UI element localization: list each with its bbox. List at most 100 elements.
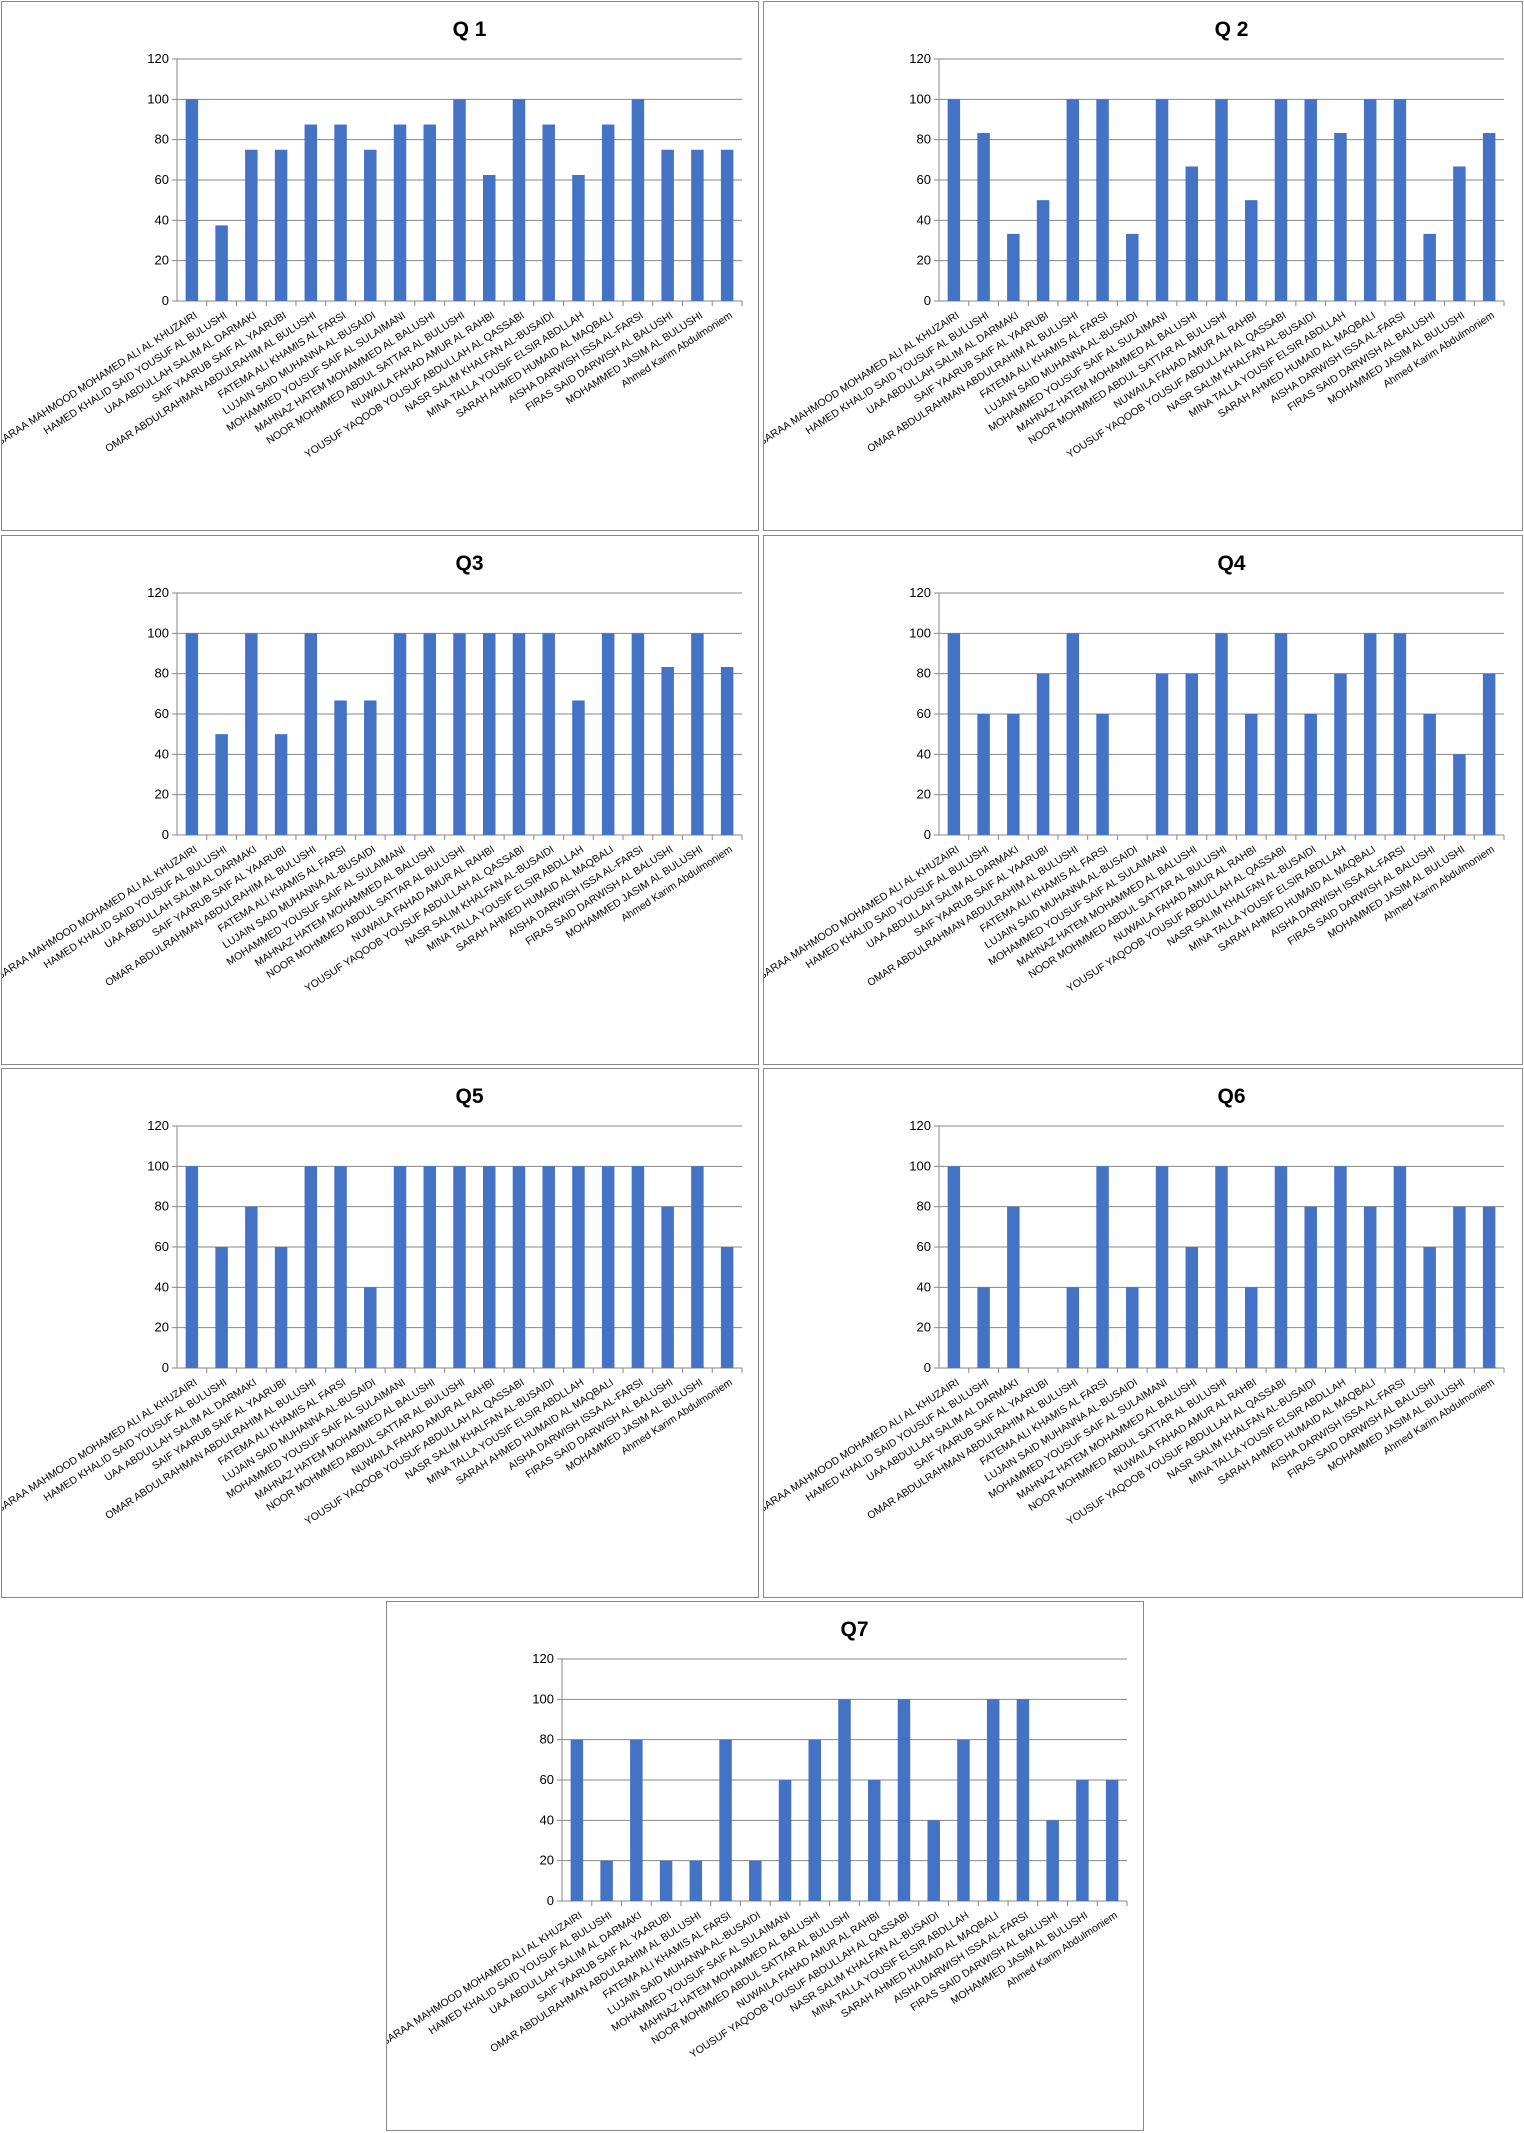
bar xyxy=(691,1166,704,1368)
bar xyxy=(1304,714,1317,835)
bar xyxy=(423,1166,437,1368)
bar xyxy=(1304,99,1317,301)
y-tick-label: 20 xyxy=(917,253,931,268)
bar xyxy=(453,1166,466,1368)
bar xyxy=(1126,1287,1139,1368)
y-tick-label: 60 xyxy=(917,172,931,187)
bar xyxy=(1304,1206,1317,1368)
bar xyxy=(986,1699,1000,1901)
x-category-label: BARAA MAHMOOD MOHAMED ALI AL KHUZAIRI xyxy=(2,309,200,448)
y-tick-label: 100 xyxy=(147,625,169,640)
bar xyxy=(1393,99,1407,301)
bar xyxy=(1185,673,1199,835)
bar xyxy=(482,1166,496,1368)
chart-panel-q2: Q 2 0 20 40 60 80 100 120 BARAA MAHMOOD MOHAMED … xyxy=(763,1,1523,531)
bar xyxy=(661,149,674,301)
bar xyxy=(542,124,555,302)
bar xyxy=(867,1780,881,1901)
y-tick-label: 100 xyxy=(532,1691,554,1706)
bar xyxy=(453,633,466,835)
y-tick-label: 80 xyxy=(155,666,169,681)
y-tick-label: 100 xyxy=(909,625,931,640)
bar xyxy=(600,1860,613,1901)
bar xyxy=(1274,633,1288,835)
bar xyxy=(808,1739,822,1901)
bar xyxy=(393,1166,407,1368)
chart-panel-q3: Q3 0 20 40 60 80 100 120 BARAA MAHMOOD MOHAMED A… xyxy=(1,535,759,1065)
y-tick-label: 60 xyxy=(917,1239,931,1254)
chart-title: Q 2 xyxy=(1215,18,1249,41)
y-tick-label: 80 xyxy=(540,1732,554,1747)
bar xyxy=(1126,233,1139,301)
bar xyxy=(630,1739,643,1901)
bar xyxy=(720,1247,734,1368)
chart-title: Q7 xyxy=(840,1618,868,1641)
bar xyxy=(1363,1206,1377,1368)
bar xyxy=(1105,1780,1119,1901)
chart-panel-q5: Q5 0 20 40 60 80 100 120 BARAA MAHMOOD MOHAMED A… xyxy=(1,1068,759,1598)
bar xyxy=(778,1780,792,1901)
bar xyxy=(1007,714,1020,835)
y-tick-label: 60 xyxy=(155,1239,169,1254)
bar xyxy=(512,1166,526,1368)
bar xyxy=(1215,633,1228,835)
chart-title: Q4 xyxy=(1217,552,1245,575)
y-tick-label: 0 xyxy=(162,827,169,842)
bar xyxy=(1215,1166,1228,1368)
bar xyxy=(245,1206,258,1368)
bar xyxy=(1185,1247,1199,1368)
y-tick-label: 20 xyxy=(155,787,169,802)
y-tick-label: 40 xyxy=(155,1279,169,1294)
y-tick-label: 80 xyxy=(155,1199,169,1214)
bar xyxy=(542,633,555,835)
bar xyxy=(185,633,199,835)
chart-panel-q6: Q6 0 20 40 60 80 100 120 BARAA MAHMOOD MOHAMED A… xyxy=(763,1068,1523,1598)
bar xyxy=(749,1860,762,1901)
y-tick-label: 120 xyxy=(909,1118,931,1133)
chart-title: Q 1 xyxy=(453,18,487,41)
bar xyxy=(423,124,437,302)
bar xyxy=(364,700,377,835)
bar xyxy=(1423,714,1436,835)
y-tick-label: 120 xyxy=(147,1118,169,1133)
bar xyxy=(215,1247,228,1368)
bar xyxy=(215,225,228,301)
y-tick-label: 80 xyxy=(917,666,931,681)
bar xyxy=(1155,99,1169,301)
bar xyxy=(1363,99,1377,301)
bar xyxy=(482,633,496,835)
bar xyxy=(1215,99,1228,301)
bar xyxy=(1274,99,1288,301)
bar-chart-svg: Q 1 0 20 40 60 80 100 120 BARAA MAHMOOD MOHAMED … xyxy=(2,18,743,461)
bar xyxy=(482,174,496,301)
y-tick-label: 40 xyxy=(155,746,169,761)
bar xyxy=(691,149,704,301)
bar xyxy=(631,99,645,301)
bar xyxy=(274,734,288,835)
bar xyxy=(572,1166,585,1368)
chart-title: Q3 xyxy=(455,552,483,575)
y-tick-label: 80 xyxy=(917,1199,931,1214)
bar xyxy=(601,633,615,835)
y-tick-label: 80 xyxy=(917,132,931,147)
y-tick-label: 40 xyxy=(917,212,931,227)
bar xyxy=(1274,1166,1288,1368)
bar xyxy=(1096,99,1109,301)
y-tick-label: 20 xyxy=(917,787,931,802)
bar xyxy=(274,149,288,301)
bar xyxy=(661,667,674,835)
bar xyxy=(1066,633,1080,835)
y-tick-label: 120 xyxy=(909,51,931,66)
bar xyxy=(393,124,407,302)
bar xyxy=(393,633,407,835)
bar xyxy=(1046,1820,1059,1901)
bar xyxy=(1482,133,1496,301)
x-category-label: BARAA MAHMOOD MOHAMED ALI AL KHUZAIRI xyxy=(764,1376,962,1515)
bar xyxy=(185,99,199,301)
bar xyxy=(572,174,585,301)
bar xyxy=(1453,166,1466,301)
bar-chart-svg: Q7 0 20 40 60 80 100 120 BARAA MAHMOOD MOHAMED A… xyxy=(387,1618,1128,2061)
bar xyxy=(1155,1166,1169,1368)
bar xyxy=(245,149,258,301)
